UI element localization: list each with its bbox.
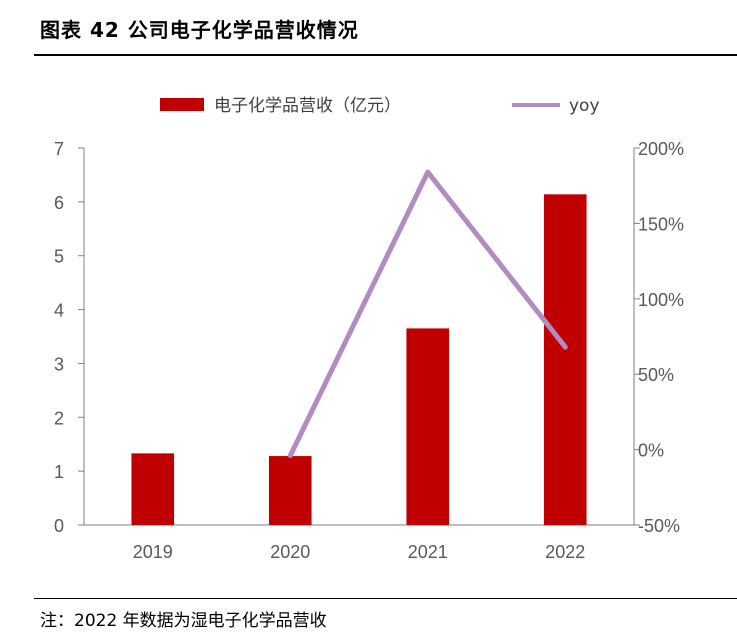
footnote: 注：2022 年数据为湿电子化学品营收 xyxy=(40,611,327,631)
x-axis-tick-label: 2019 xyxy=(133,542,173,562)
right-axis-tick-label: 150% xyxy=(638,214,684,234)
revenue-bar xyxy=(268,456,312,525)
bar-series xyxy=(131,194,587,525)
left-axis-tick-label: 5 xyxy=(54,247,64,267)
left-axis-tick-label: 6 xyxy=(54,193,64,213)
left-axis-tick-label: 7 xyxy=(54,139,64,159)
revenue-bar xyxy=(543,194,587,525)
right-axis-tick-label: 200% xyxy=(638,139,684,159)
revenue-bar xyxy=(406,328,450,525)
yoy-series xyxy=(287,169,568,459)
right-axis-tick-label: 100% xyxy=(638,290,684,310)
legend-bar-swatch xyxy=(160,98,204,111)
x-axis-tick-label: 2021 xyxy=(408,542,448,562)
left-axis-tick-label: 0 xyxy=(54,516,64,536)
x-axis-tick-label: 2022 xyxy=(545,542,585,562)
left-axis-tick-label: 2 xyxy=(54,408,64,428)
right-axis-tick-label: 0% xyxy=(638,441,664,461)
revenue-bar xyxy=(131,453,175,525)
right-axis-tick-label: 50% xyxy=(638,365,674,385)
revenue-chart: 电子化学品营收（亿元） yoy 0 1 2 3 4 5 6 7 -50% 0% 50% 100% 150… xyxy=(54,96,684,562)
left-axis-tick-label: 3 xyxy=(54,354,64,374)
right-axis-tick-label: -50% xyxy=(638,516,680,536)
axes: 0 1 2 3 4 5 6 7 -50% 0% 50% 100% 150% 200% 2019 2020 202… xyxy=(54,139,684,562)
legend-line-label: yoy xyxy=(569,96,600,116)
left-axis-tick-label: 1 xyxy=(54,462,64,482)
yoy-line xyxy=(287,169,568,459)
title-rule xyxy=(34,54,737,56)
legend: 电子化学品营收（亿元） yoy xyxy=(160,96,600,116)
x-axis-tick-label: 2020 xyxy=(270,542,310,562)
left-axis-tick-label: 4 xyxy=(54,301,64,321)
note-rule xyxy=(34,598,737,599)
legend-bar-label: 电子化学品营收（亿元） xyxy=(214,96,401,116)
figure-title: 图表 42 公司电子化学品营收情况 xyxy=(40,18,359,42)
